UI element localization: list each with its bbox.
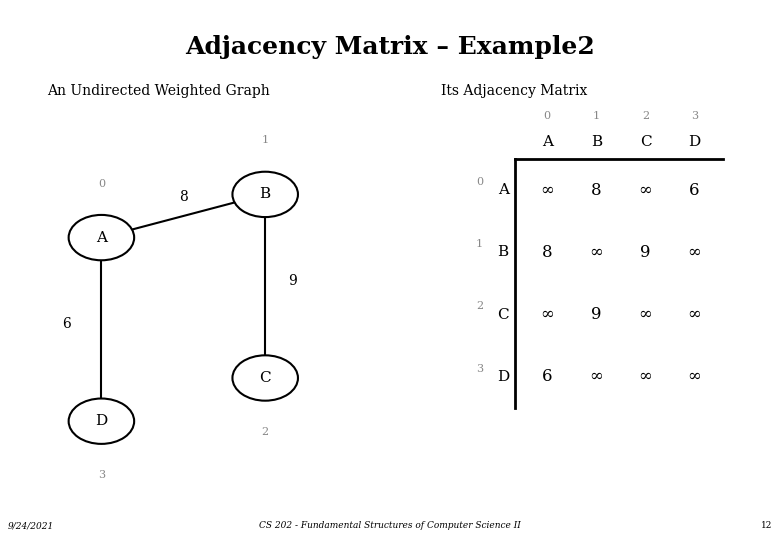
Text: D: D [689, 135, 700, 149]
Text: C: C [640, 135, 651, 149]
Text: A: A [96, 231, 107, 245]
Text: 9: 9 [591, 306, 601, 323]
Text: CS 202 - Fundamental Structures of Computer Science II: CS 202 - Fundamental Structures of Compu… [259, 521, 521, 530]
Text: 9: 9 [640, 244, 651, 261]
Text: B: B [498, 246, 509, 259]
Text: A: A [498, 184, 509, 197]
Circle shape [69, 399, 134, 444]
Text: ∞: ∞ [688, 306, 701, 323]
Text: ∞: ∞ [541, 182, 554, 199]
Text: 3: 3 [476, 363, 484, 374]
Text: 9: 9 [288, 274, 297, 288]
Text: ∞: ∞ [590, 244, 603, 261]
Text: D: D [497, 370, 509, 383]
Text: 8: 8 [542, 244, 552, 261]
Text: 0: 0 [476, 177, 484, 187]
Circle shape [69, 215, 134, 260]
Text: Adjacency Matrix – Example2: Adjacency Matrix – Example2 [185, 35, 595, 59]
Text: 8: 8 [179, 190, 188, 204]
Text: C: C [498, 308, 509, 321]
Text: 2: 2 [476, 301, 484, 312]
Text: 3: 3 [98, 470, 105, 480]
Text: ∞: ∞ [688, 244, 701, 261]
Circle shape [232, 172, 298, 217]
Text: ∞: ∞ [639, 182, 652, 199]
Circle shape [232, 355, 298, 401]
Text: A: A [541, 135, 553, 149]
Text: C: C [260, 371, 271, 385]
Text: 6: 6 [62, 317, 71, 331]
Text: 0: 0 [544, 111, 551, 121]
Text: Its Adjacency Matrix: Its Adjacency Matrix [441, 84, 587, 98]
Text: 2: 2 [642, 111, 649, 121]
Text: 6: 6 [542, 368, 552, 385]
Text: 12: 12 [760, 521, 772, 530]
Text: ∞: ∞ [688, 368, 701, 385]
Text: 8: 8 [591, 182, 601, 199]
Text: 1: 1 [593, 111, 600, 121]
Text: B: B [590, 135, 602, 149]
Text: ∞: ∞ [590, 368, 603, 385]
Text: ∞: ∞ [639, 368, 652, 385]
Text: 2: 2 [261, 427, 269, 437]
Text: 6: 6 [690, 182, 700, 199]
Text: ∞: ∞ [541, 306, 554, 323]
Text: ∞: ∞ [639, 306, 652, 323]
Text: 3: 3 [691, 111, 698, 121]
Text: 0: 0 [98, 179, 105, 188]
Text: B: B [260, 187, 271, 201]
Text: 9/24/2021: 9/24/2021 [8, 521, 54, 530]
Text: An Undirected Weighted Graph: An Undirected Weighted Graph [47, 84, 270, 98]
Text: 1: 1 [261, 136, 269, 145]
Text: 1: 1 [476, 239, 484, 249]
Text: D: D [95, 414, 108, 428]
